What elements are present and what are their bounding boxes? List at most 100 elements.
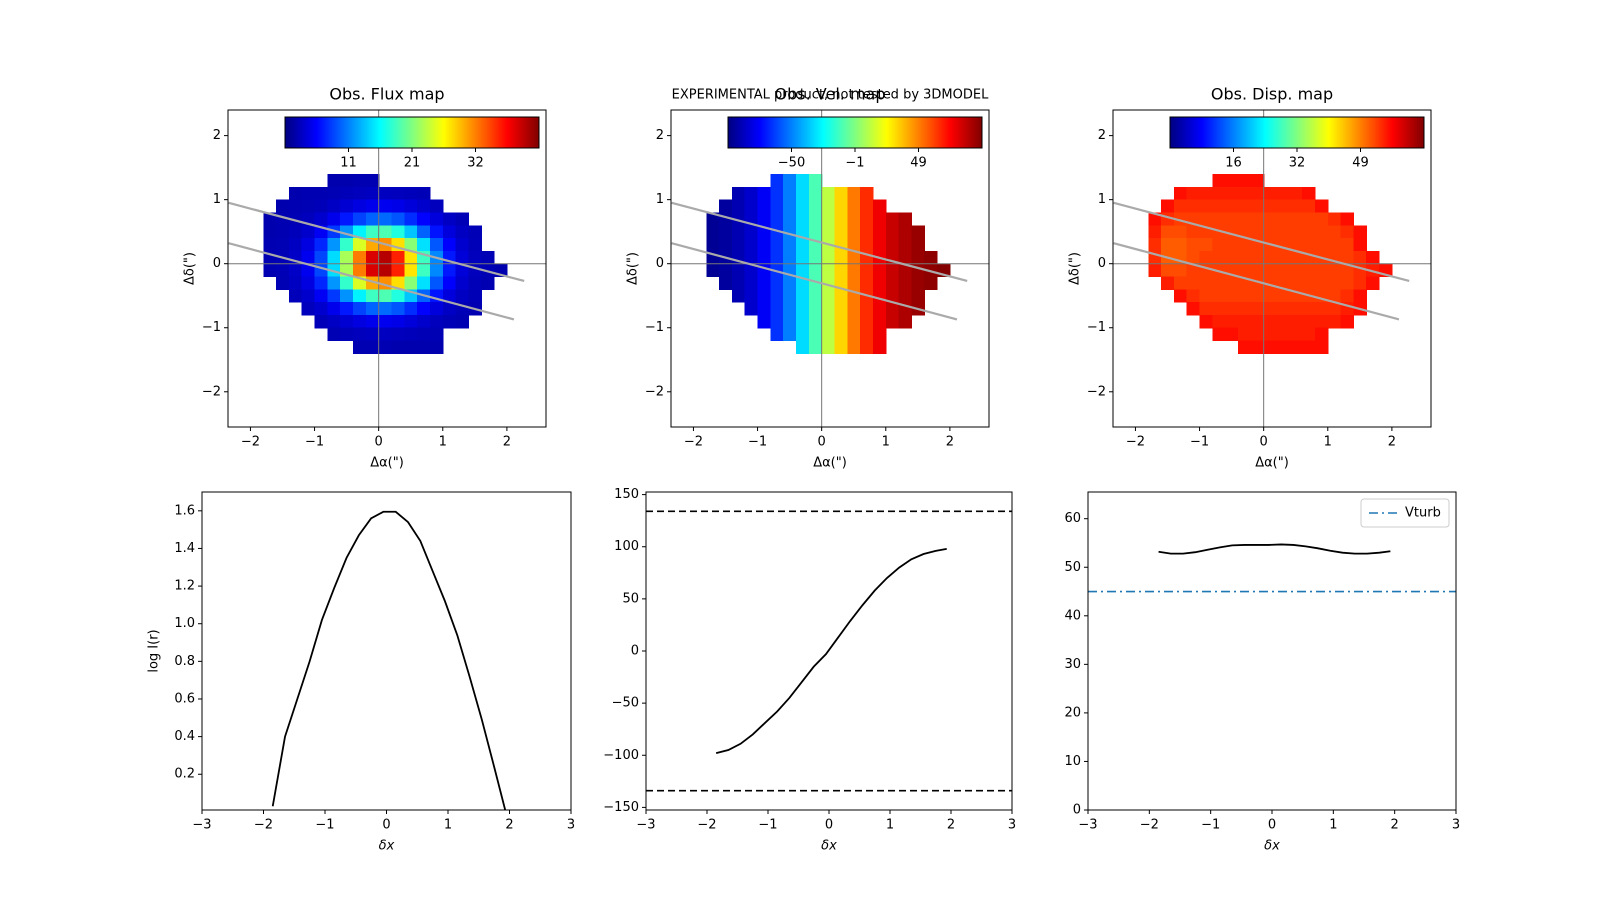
x-tick-label: 0 [1268,818,1276,833]
heatmap-cell [1250,199,1265,214]
heatmap-cell [365,263,380,278]
heatmap-cell [1212,302,1226,316]
heatmap-cell [783,302,797,316]
heatmap-cell [808,250,823,265]
heatmap-cell [1302,327,1316,342]
heatmap-cell [314,212,328,226]
heatmap-cell [1186,263,1201,278]
heatmap-cell [404,314,418,329]
heatmap-cell [808,199,823,214]
heatmap-cell [834,186,848,201]
x-tick-label: −2 [697,818,716,833]
heatmap-cell [770,174,784,188]
heatmap-cell [417,238,431,252]
x-tick-label: 2 [505,818,513,833]
heatmap-cell [455,314,470,329]
heatmap-cell [821,314,836,329]
heatmap-cell [455,276,470,290]
heatmap-cell [1212,289,1226,303]
heatmap-cell [340,314,354,329]
heatmap-cell [731,186,746,201]
heatmap-cell [442,238,457,252]
heatmap-cell [770,276,784,290]
heatmap-cell [783,199,797,214]
annotation: EXPERIMENTAL product, not tested by 3DMO… [672,88,989,103]
heatmap-cell [1314,340,1329,354]
heatmap-cell [404,199,418,214]
heatmap-cell [1263,212,1278,226]
heatmap-cell [808,174,823,188]
chart-title: Obs. Vel. map [775,85,886,104]
heatmap-cell [757,289,771,303]
heatmap-cell [327,327,341,342]
heatmap-cell [1263,340,1278,354]
y-tick-label: −2 [645,384,664,399]
heatmap-cell [288,225,303,239]
x-tick-label: 1 [886,818,894,833]
x-tick-label: 2 [503,435,511,450]
heatmap-cell [417,199,431,214]
heatmap-cell [796,186,810,201]
heatmap-cell [1225,327,1239,342]
heatmap-cell [770,225,784,239]
heatmap-cell [1289,327,1303,342]
heatmap-cell [834,263,848,278]
heatmap-cell [1238,199,1252,214]
heatmap-cell [429,238,444,252]
heatmap-cell [404,238,418,252]
y-tick-label: 60 [1064,511,1081,526]
heatmap-cell [378,199,393,214]
heatmap-cell [783,314,797,329]
heatmap-cell [1186,302,1201,316]
heatmap-cell [1238,263,1252,278]
heatmap-cell [442,314,457,329]
heatmap-cell [847,186,861,201]
x-tick-label: 0 [825,818,833,833]
heatmap-cell [719,225,733,239]
heatmap-cell [924,250,938,265]
y-tick-label: 30 [1064,657,1081,672]
heatmap-cell [1225,199,1239,214]
heatmap-cell [1340,289,1355,303]
heatmap-cell [404,327,418,342]
heatmap-cell [353,174,367,188]
heatmap-cell [417,327,431,342]
y-axis-label: Δδ(") [626,252,641,285]
heatmap-cell [872,327,887,342]
heatmap-cell [442,276,457,290]
x-tick-label: 3 [1008,818,1016,833]
x-tick-label: −2 [254,818,273,833]
heatmap-cell [885,276,900,290]
x-tick-label: 0 [1260,435,1268,450]
y-axis-label: Δδ(") [1068,252,1083,285]
heatmap-cell [1314,314,1329,329]
heatmap-cell [365,289,380,303]
heatmap-cell [1263,314,1278,329]
heatmap-cell [860,276,874,290]
heatmap-cell [288,276,303,290]
heatmap-cell [455,225,470,239]
heatmap-cell [847,238,861,252]
heatmap-cell [731,276,746,290]
heatmap-cell [314,289,328,303]
heatmap-cell [1314,199,1329,214]
y-tick-label: 1 [656,192,664,207]
heatmap-cell [314,199,328,214]
heatmap-cell [898,238,913,252]
heatmap-cell [847,302,861,316]
heatmap-cell [263,212,277,226]
heatmap-cell [1238,340,1252,354]
heatmap-cell [288,289,303,303]
heatmap-cell [455,289,470,303]
heatmap-cell [872,276,887,290]
y-tick-label: 0.2 [174,767,195,782]
heatmap-cell [744,276,759,290]
heatmap-cell [1173,276,1188,290]
heatmap-cell [263,263,277,278]
heatmap-cell [378,212,393,226]
heatmap-cell [1173,289,1188,303]
heatmap-cell [796,250,810,265]
heatmap-cell [1238,238,1252,252]
heatmap-cell [1289,238,1303,252]
